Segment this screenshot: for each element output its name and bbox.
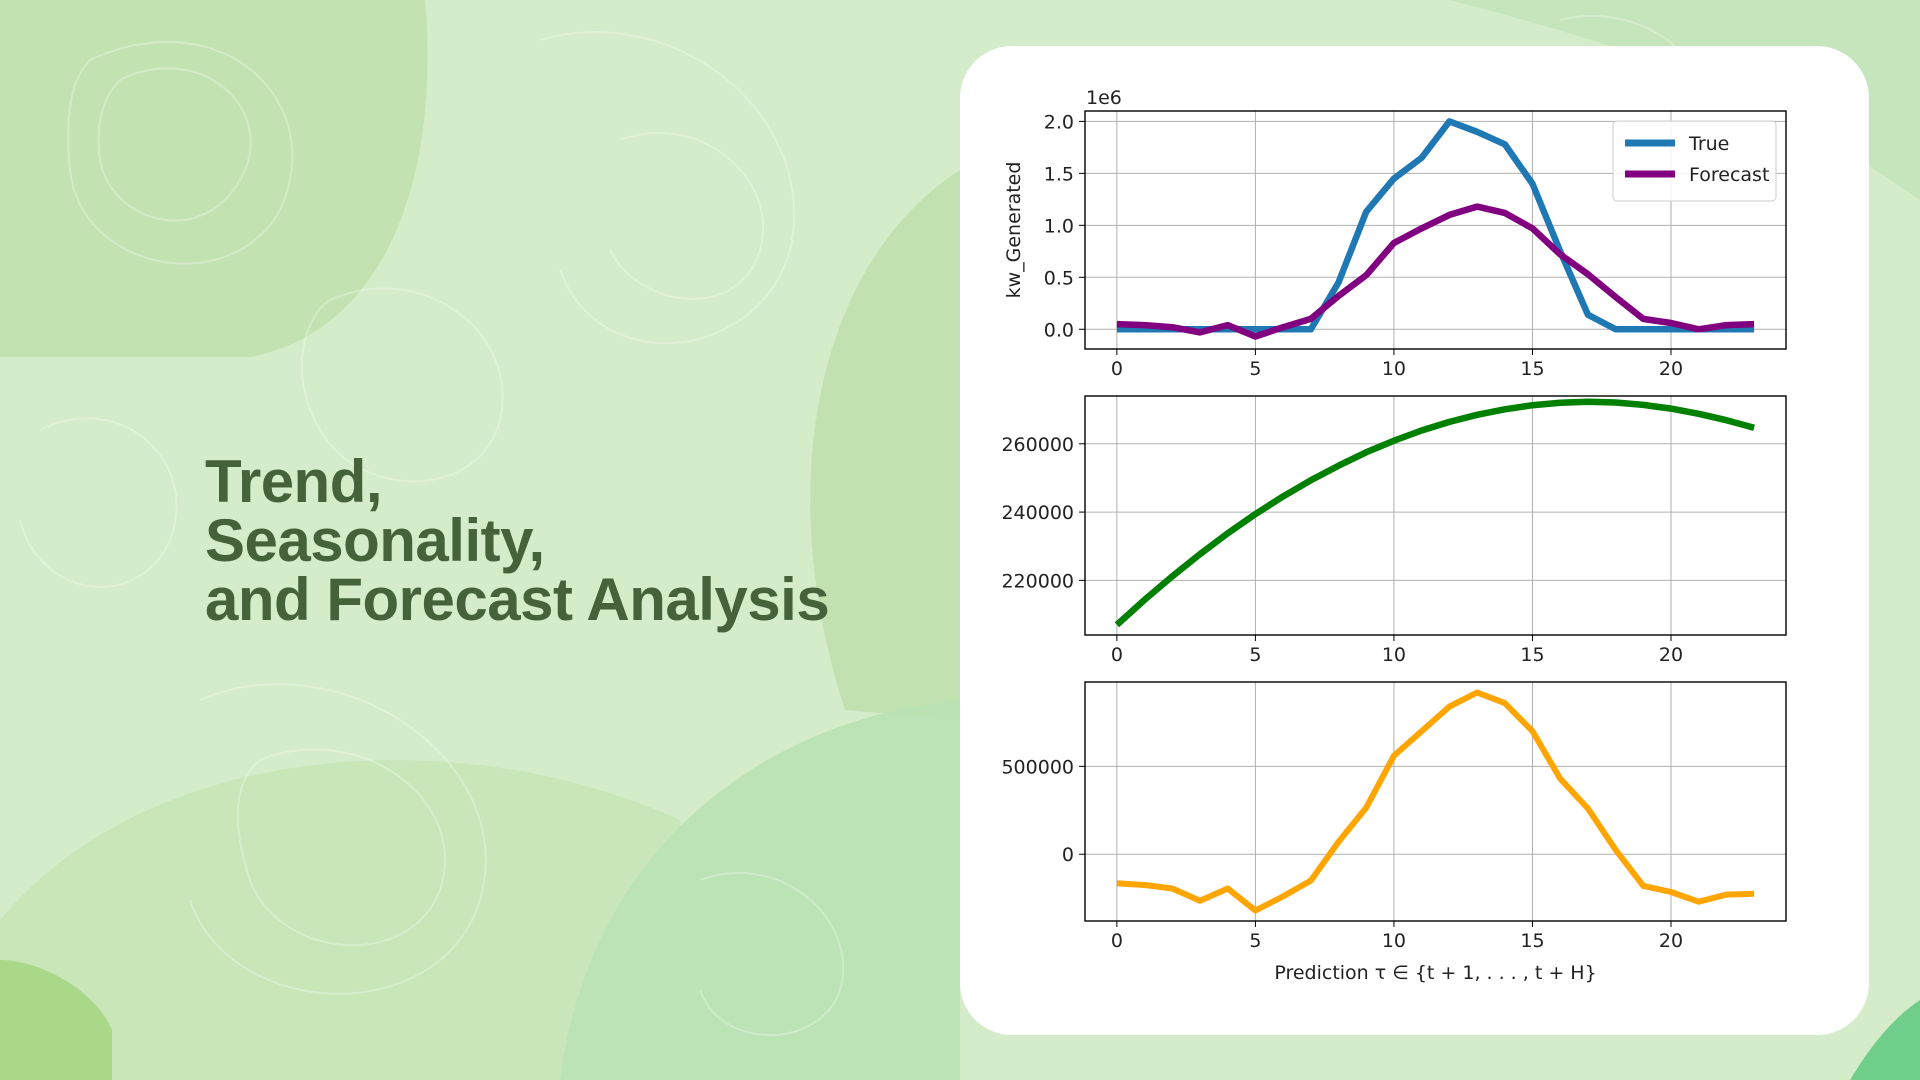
chart-card: 0 5 10 15 20 0.0 0.5 1.0 1.5 2.0 1e6 kw_Generated Tr…	[960, 46, 1869, 1035]
series-line-panel-2	[1114, 398, 1755, 628]
y-axis-label: kw_Generated	[1003, 162, 1025, 299]
y-tick-label: 1.0	[1044, 215, 1074, 237]
y-tick-label: 0.0	[1044, 319, 1074, 341]
x-tick-label: 5	[1249, 358, 1261, 380]
title-line-2: Seasonality,	[205, 507, 545, 574]
title-line-3: and Forecast Analysis	[205, 566, 830, 633]
x-tick-label: 10	[1382, 930, 1406, 952]
legend: True Forecast	[1612, 120, 1777, 202]
x-tick-label: 15	[1520, 930, 1544, 952]
y-tick-label: 220000	[1001, 570, 1074, 592]
title-line-1: Trend,	[205, 448, 383, 515]
y-tick-label: 260000	[1001, 434, 1074, 456]
y-tick-label: 0	[1062, 844, 1074, 866]
chart-panel-1: 0 5 10 15 20 0.0 0.5 1.0 1.5 2.0 1e6 kw_Generated Tr…	[1003, 87, 1787, 380]
y-tick-label: 240000	[1001, 502, 1074, 524]
x-tick-label: 20	[1659, 644, 1683, 666]
x-tick-label: 5	[1249, 644, 1261, 666]
y-tick-label: 1.5	[1044, 163, 1074, 185]
chart-stack: 0 5 10 15 20 0.0 0.5 1.0 1.5 2.0 1e6 kw_Generated Tr…	[1001, 87, 1787, 984]
y-tick-label: 2.0	[1044, 111, 1074, 133]
x-tick-label: 0	[1111, 358, 1123, 380]
series-line-forecast	[1116, 203, 1755, 340]
x-axis-label: Prediction τ ∈ {t + 1, . . . , t + H}	[1274, 962, 1596, 984]
x-tick-label: 0	[1111, 930, 1123, 952]
x-tick-label: 5	[1249, 930, 1261, 952]
x-tick-label: 15	[1520, 358, 1544, 380]
plot-frame	[1084, 681, 1787, 922]
x-tick-label: 10	[1382, 644, 1406, 666]
plot-frame	[1084, 395, 1787, 636]
plot-frame	[1084, 110, 1787, 350]
x-tick-label: 20	[1659, 930, 1683, 952]
x-tick-label: 10	[1382, 358, 1406, 380]
x-tick-label: 0	[1111, 644, 1123, 666]
slide-title: Trend, Seasonality, and Forecast Analysi…	[205, 448, 830, 633]
chart-panel-3: 0 5 10 15 20 0 500000 Prediction τ ∈ {t + 1, . …	[1001, 681, 1787, 984]
y-tick-label: 0.5	[1044, 267, 1074, 289]
x-tick-label: 15	[1520, 644, 1544, 666]
x-tick-label: 20	[1659, 358, 1683, 380]
series-line-panel-3	[1116, 689, 1755, 914]
y-tick-label: 500000	[1001, 756, 1074, 778]
y-offset-label: 1e6	[1086, 87, 1122, 109]
legend-label-forecast: Forecast	[1689, 164, 1769, 186]
legend-label-true: True	[1688, 133, 1729, 155]
chart-panel-2: 0 5 10 15 20 220000 240000 260000	[1001, 395, 1787, 666]
